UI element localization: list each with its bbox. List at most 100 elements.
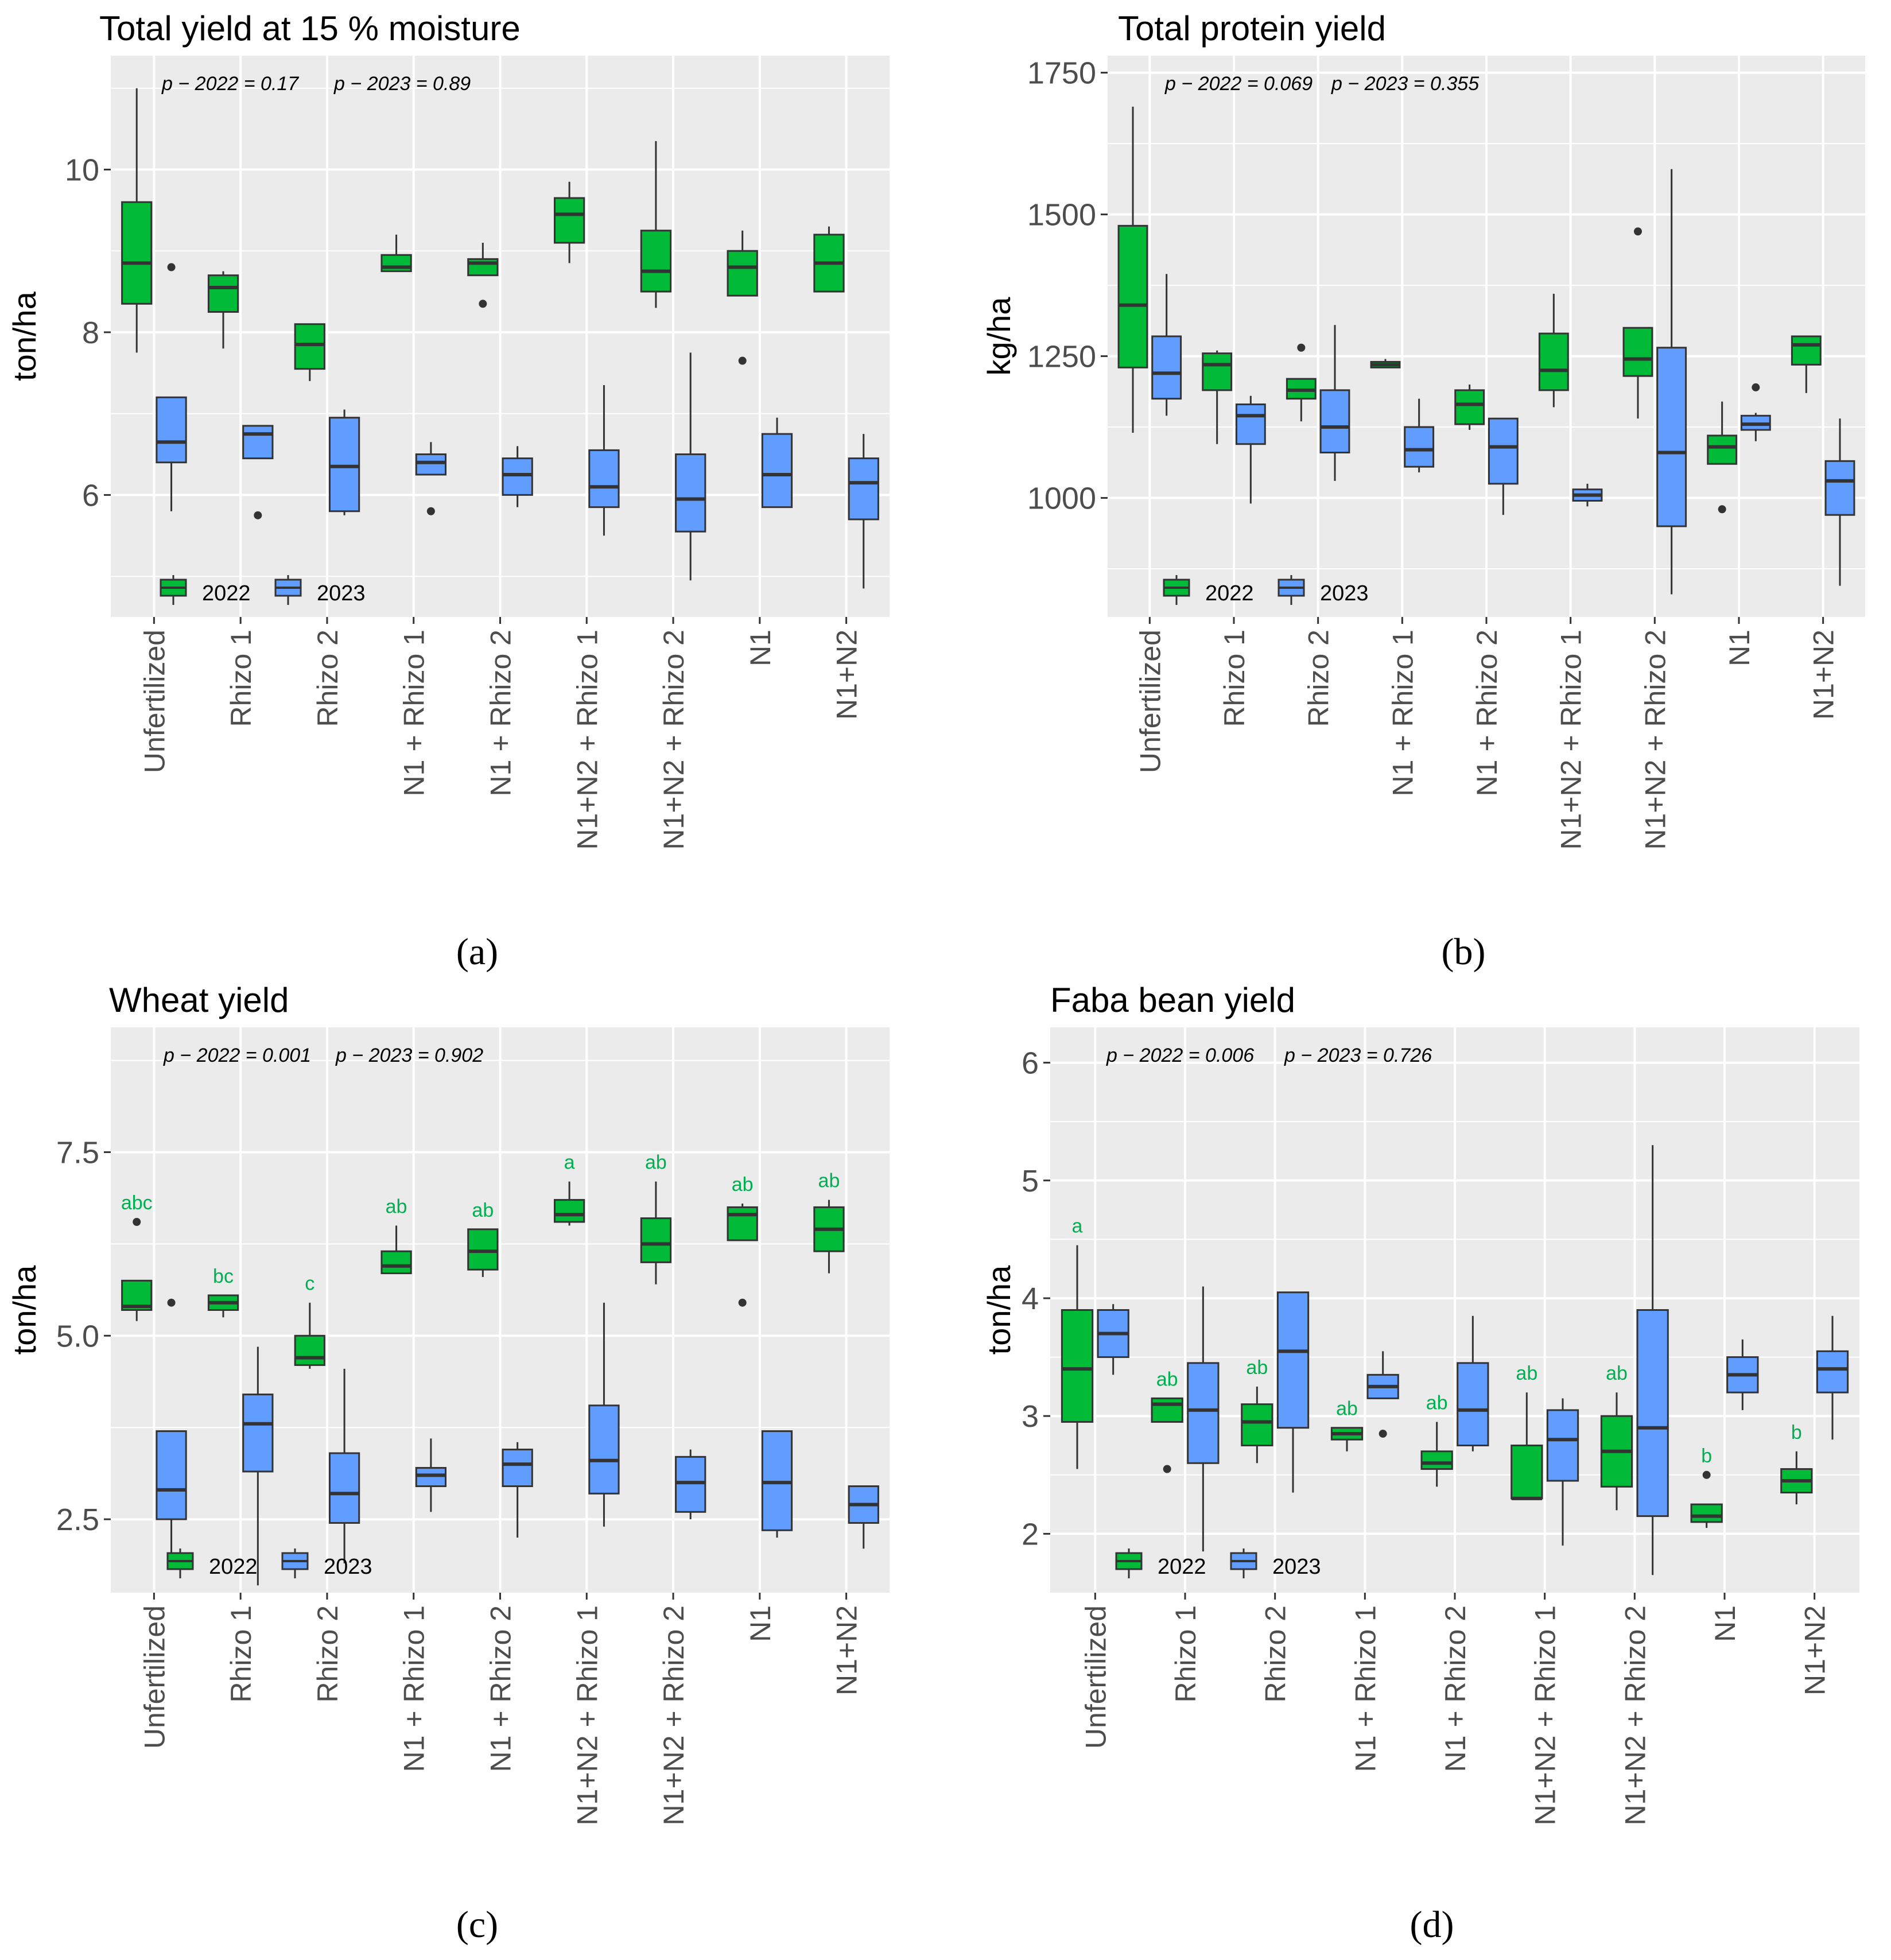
box-2023-4	[1366, 1351, 1399, 1438]
x-tick-label: N1+N2 + Rhizo 2	[1639, 630, 1671, 850]
box-iqr	[1187, 1362, 1220, 1464]
legend-label-2022: 2022	[209, 1555, 258, 1579]
box-iqr	[727, 1206, 758, 1241]
box-2023-2	[242, 425, 274, 519]
significance-letter: ab	[386, 1196, 407, 1217]
box-2022-6	[553, 181, 585, 263]
legend-label-2022: 2022	[202, 581, 251, 606]
outlier-point	[1752, 383, 1760, 391]
y-axis-label: ton/ha	[6, 1265, 42, 1355]
outlier-point	[738, 356, 747, 365]
box-iqr	[1241, 1403, 1273, 1446]
box-2023-3	[1319, 325, 1350, 481]
box-iqr	[467, 1228, 499, 1271]
significance-letter: c	[305, 1273, 314, 1295]
panel-caption: (b)	[1442, 931, 1486, 973]
legend-label-2023: 2023	[324, 1555, 372, 1579]
x-tick-label: Unfertilized	[138, 1605, 170, 1749]
significance-letter: a	[564, 1152, 575, 1174]
box-iqr	[242, 425, 274, 460]
box-iqr	[1791, 335, 1822, 366]
significance-letter: ab	[1516, 1363, 1537, 1384]
box-iqr	[640, 1217, 672, 1263]
x-tick-label: Rhizo 1	[1170, 1605, 1202, 1703]
p-value-annotation: p − 2023 = 0.726	[1284, 1045, 1432, 1066]
box-2023-1	[1097, 1304, 1129, 1375]
box-iqr	[588, 1404, 620, 1495]
x-tick-label: N1	[744, 630, 776, 666]
box-iqr	[380, 1250, 412, 1275]
y-tick-label: 1500	[1027, 198, 1096, 232]
box-2023-7	[1636, 1145, 1669, 1575]
y-tick-label: 1000	[1027, 482, 1096, 516]
outlier-point	[1163, 1465, 1171, 1473]
outlier-point	[167, 1298, 176, 1307]
box-iqr	[1538, 332, 1569, 391]
y-tick-label: 6	[82, 478, 99, 513]
p-value-annotation: p − 2023 = 0.89	[333, 73, 471, 95]
box-2023-8	[1740, 383, 1771, 441]
box-2023-1	[156, 1298, 187, 1563]
box-2022-3	[1286, 343, 1317, 422]
box-2023-5	[502, 1442, 533, 1538]
chart-title: Total protein yield	[1118, 9, 1386, 48]
box-2022-7	[640, 1181, 672, 1284]
box-2022-9	[813, 1200, 845, 1274]
significance-letter: ab	[1606, 1363, 1628, 1384]
x-tick-label: N1+N2	[831, 1605, 863, 1695]
chart-title: Total yield at 15 % moisture	[99, 9, 521, 48]
x-tick-label: N1 + Rhizo 2	[485, 630, 517, 796]
significance-letter: ab	[472, 1200, 494, 1221]
panel-caption: (a)	[456, 931, 498, 973]
box-iqr	[761, 1430, 793, 1531]
legend-label-2022: 2022	[1205, 581, 1254, 606]
box-2023-3	[1276, 1291, 1310, 1493]
box-2023-5	[502, 446, 533, 507]
box-2023-7	[1656, 169, 1687, 595]
chart-title: Wheat yield	[109, 981, 289, 1019]
box-iqr	[1707, 434, 1738, 465]
legend-label-2023: 2023	[317, 581, 366, 606]
box-iqr	[1511, 1444, 1543, 1500]
y-axis-label: kg/ha	[981, 297, 1017, 376]
panel-1: 6 8 10 Unfertilized Rhizo 1 Rhizo 2 N1 + Rhizo…	[6, 9, 890, 973]
box-iqr	[1622, 327, 1653, 377]
x-tick-label: N1 + Rhizo 1	[398, 1605, 430, 1772]
box-2023-6	[1546, 1398, 1579, 1546]
legend: 2022 2023	[166, 1548, 372, 1579]
outlier-point	[1634, 227, 1642, 236]
box-2023-6	[588, 1302, 620, 1527]
box-2023-2	[242, 1346, 274, 1586]
box-2023-7	[675, 1449, 706, 1520]
box-iqr	[1202, 352, 1233, 391]
x-tick-label: N1	[1723, 630, 1756, 666]
significance-letter: bc	[213, 1266, 234, 1287]
chart-title: Faba bean yield	[1050, 981, 1295, 1019]
box-2023-5	[1457, 1315, 1489, 1451]
box-iqr	[1404, 426, 1435, 468]
box-2022-5	[1420, 1422, 1453, 1487]
outlier-point	[1297, 343, 1306, 352]
x-tick-label: Rhizo 2	[312, 1605, 344, 1703]
box-iqr	[1420, 1450, 1453, 1470]
box-2022-9	[813, 226, 845, 293]
p-value-annotation: p − 2023 = 0.902	[335, 1045, 483, 1066]
x-tick-label: N1 + Rhizo 2	[1471, 630, 1503, 796]
x-tick-label: N1+N2 + Rhizo 2	[1619, 1605, 1651, 1826]
box-iqr	[1235, 403, 1266, 445]
box-iqr	[553, 197, 585, 244]
x-tick-label: N1+N2 + Rhizo 1	[1529, 1605, 1562, 1826]
outlier-point	[167, 263, 176, 271]
y-tick-label: 7.5	[56, 1135, 99, 1170]
box-2023-4	[415, 442, 447, 515]
box-2022-5	[1454, 384, 1485, 430]
outlier-point	[426, 507, 435, 515]
box-2022-2	[207, 1294, 239, 1318]
outlier-point	[738, 1298, 747, 1307]
significance-letter: ab	[1336, 1398, 1358, 1420]
box-iqr	[1816, 1350, 1849, 1394]
y-tick-label: 10	[65, 153, 99, 187]
x-tick-label: N1+N2	[831, 630, 863, 720]
x-tick-label: Rhizo 1	[225, 1605, 257, 1703]
